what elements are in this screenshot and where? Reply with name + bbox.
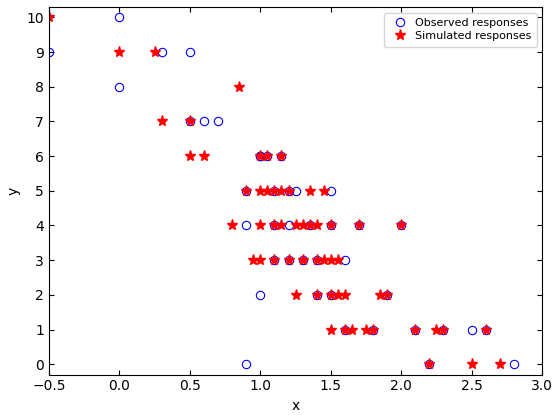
Observed responses bbox=[257, 154, 264, 159]
Observed responses bbox=[412, 327, 419, 332]
Observed responses bbox=[278, 154, 285, 159]
Simulated responses bbox=[45, 15, 52, 20]
Observed responses bbox=[45, 50, 52, 55]
Observed responses bbox=[468, 327, 475, 332]
Observed responses bbox=[271, 257, 278, 262]
Simulated responses bbox=[257, 257, 264, 262]
Observed responses bbox=[186, 50, 193, 55]
Observed responses bbox=[158, 50, 165, 55]
Observed responses bbox=[342, 257, 348, 262]
Simulated responses bbox=[257, 223, 264, 228]
Observed responses bbox=[370, 327, 376, 332]
Observed responses bbox=[356, 223, 362, 228]
Observed responses bbox=[116, 84, 123, 89]
Observed responses bbox=[482, 327, 489, 332]
Observed responses bbox=[285, 188, 292, 193]
Observed responses bbox=[384, 292, 390, 297]
Observed responses bbox=[257, 292, 264, 297]
Observed responses bbox=[243, 188, 250, 193]
Simulated responses bbox=[342, 292, 348, 297]
X-axis label: x: x bbox=[291, 399, 300, 413]
Observed responses bbox=[328, 292, 334, 297]
Observed responses bbox=[342, 327, 348, 332]
Simulated responses bbox=[377, 292, 384, 297]
Observed responses bbox=[214, 119, 221, 124]
Observed responses bbox=[116, 15, 123, 20]
Observed responses bbox=[271, 223, 278, 228]
Legend: Observed responses, Simulated responses: Observed responses, Simulated responses bbox=[384, 13, 536, 47]
Simulated responses bbox=[468, 362, 475, 367]
Observed responses bbox=[314, 292, 320, 297]
Line: Observed responses: Observed responses bbox=[45, 13, 518, 368]
Observed responses bbox=[292, 188, 299, 193]
Observed responses bbox=[328, 188, 334, 193]
Observed responses bbox=[426, 362, 433, 367]
Observed responses bbox=[285, 257, 292, 262]
Observed responses bbox=[264, 154, 270, 159]
Simulated responses bbox=[426, 362, 433, 367]
Observed responses bbox=[314, 257, 320, 262]
Observed responses bbox=[243, 223, 250, 228]
Observed responses bbox=[200, 119, 207, 124]
Simulated responses bbox=[497, 362, 503, 367]
Observed responses bbox=[285, 223, 292, 228]
Y-axis label: y: y bbox=[7, 186, 21, 195]
Observed responses bbox=[306, 223, 313, 228]
Simulated responses bbox=[328, 292, 334, 297]
Observed responses bbox=[398, 223, 404, 228]
Observed responses bbox=[440, 327, 447, 332]
Observed responses bbox=[299, 257, 306, 262]
Line: Simulated responses: Simulated responses bbox=[44, 12, 506, 370]
Observed responses bbox=[257, 154, 264, 159]
Observed responses bbox=[511, 362, 517, 367]
Observed responses bbox=[243, 362, 250, 367]
Observed responses bbox=[186, 119, 193, 124]
Observed responses bbox=[271, 188, 278, 193]
Observed responses bbox=[328, 223, 334, 228]
